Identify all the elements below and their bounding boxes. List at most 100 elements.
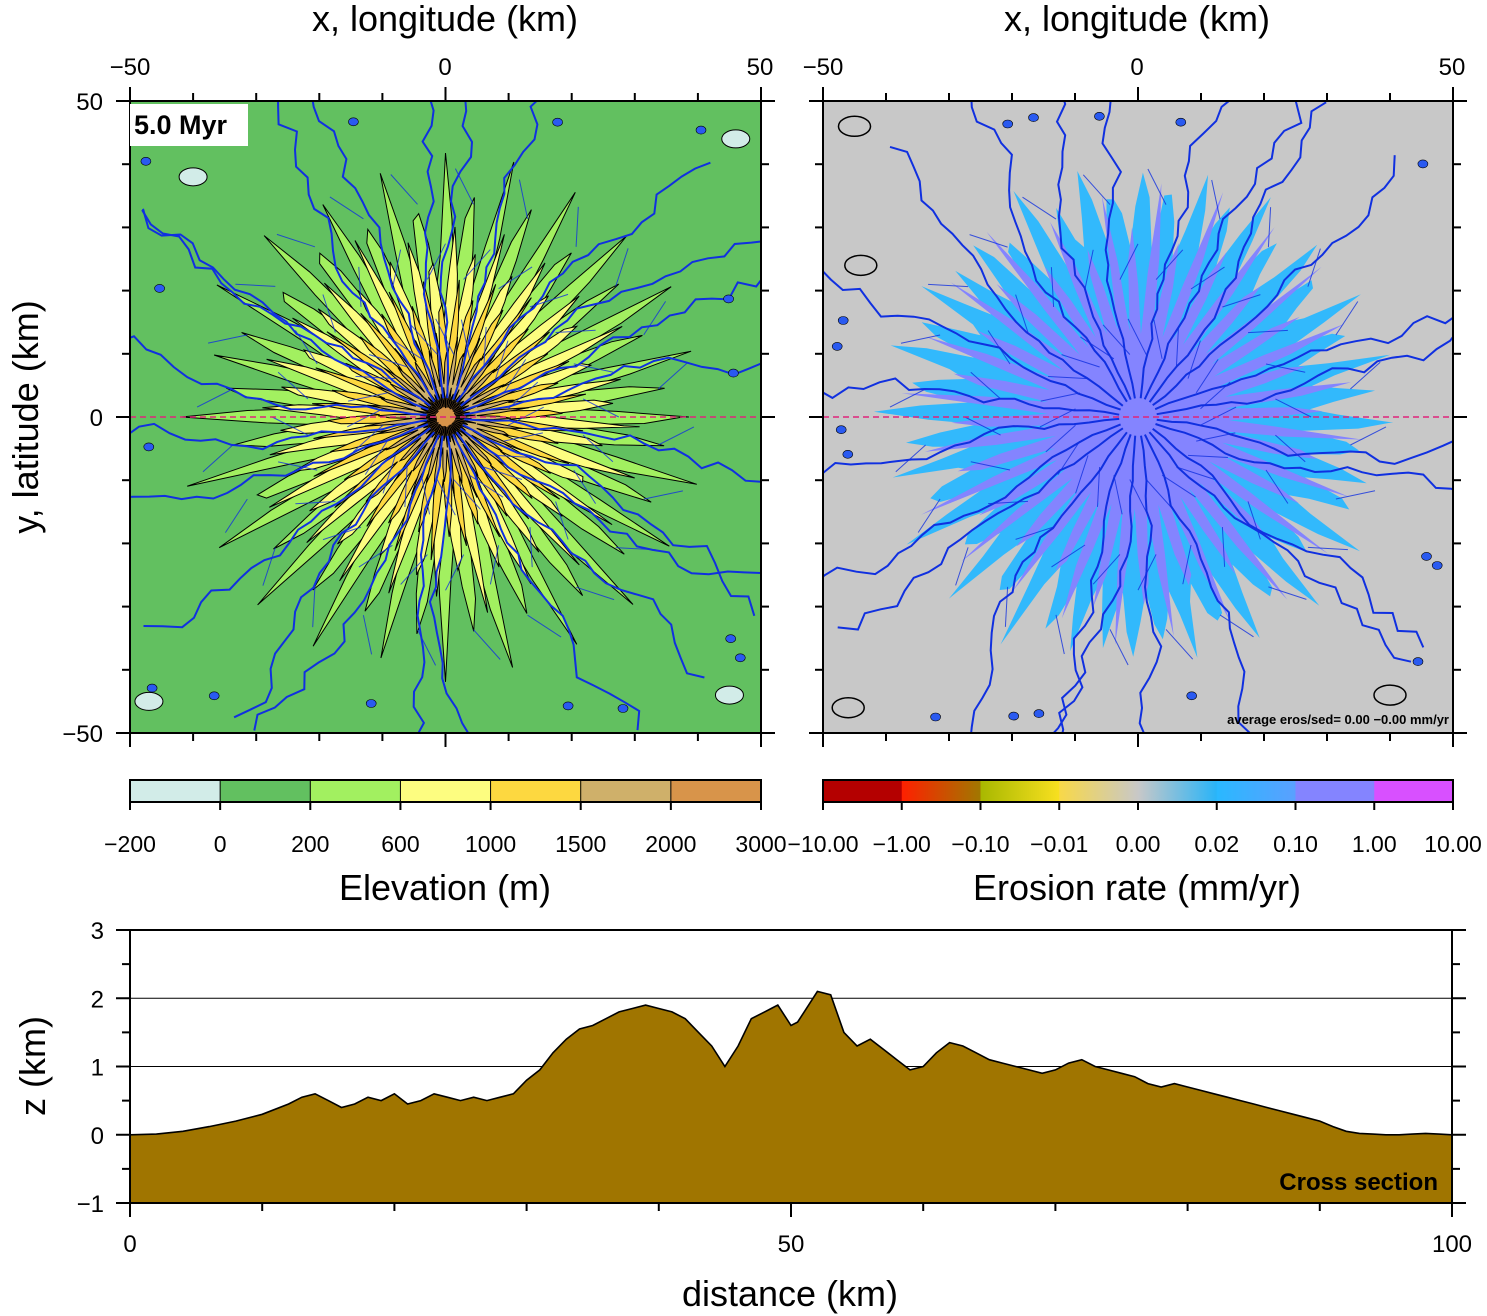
river-tributary: [1129, 479, 1149, 516]
river-tributary: [507, 406, 544, 426]
river-tributary: [1109, 629, 1129, 666]
elevation-map-xtick: 50: [747, 54, 774, 81]
river-tributary: [643, 301, 667, 336]
river-tributary: [1175, 327, 1179, 368]
elevation-map-xlabel: x, longitude (km): [312, 0, 578, 39]
river-tributary: [573, 469, 597, 504]
cross-section-profile: [130, 991, 1452, 1203]
river-tributary: [382, 455, 396, 494]
colorbar-tick-label: 200: [291, 831, 329, 857]
river-tributary: [1307, 248, 1321, 287]
time-label-box: [130, 104, 248, 146]
river-tributary: [202, 444, 234, 473]
lake-dot: [1431, 561, 1443, 570]
river-tributary: [358, 544, 393, 568]
lake-dot: [617, 704, 629, 713]
river-tributary: [1161, 474, 1196, 498]
river-tributary: [1268, 586, 1307, 600]
river-tributary: [1190, 266, 1225, 290]
river-tributary: [312, 587, 316, 628]
river-tributary: [207, 334, 248, 344]
erosion-map-annotation: average eros/sed= 0.00 −0.00 mm/yr: [1227, 712, 1449, 727]
river-tributary: [1075, 455, 1089, 494]
river-tributary: [295, 501, 336, 505]
river-tributary: [518, 179, 529, 219]
elevation-map-rivers: [130, 101, 761, 733]
river-channel: [823, 417, 1120, 475]
river-tributary: [1082, 174, 1111, 205]
river-tributary: [1097, 466, 1101, 507]
lake-dot: [365, 699, 377, 708]
cross-section-ylabel: z (km): [12, 1016, 53, 1116]
river-channel: [1154, 315, 1453, 411]
colorbar-tick-label: −1.00: [873, 831, 931, 857]
river-tributary: [277, 461, 318, 471]
colorbar-segment: [129, 779, 222, 803]
cross-section-ticks: [116, 929, 1466, 1217]
lake-dot: [208, 691, 220, 701]
river-channel: [1139, 101, 1231, 399]
river-tributary: [1127, 318, 1147, 355]
river-tributary: [987, 330, 1011, 365]
river-tributary: [1048, 376, 1089, 380]
river-channel: [141, 209, 431, 407]
river-tributary: [955, 547, 969, 586]
lake-dot: [723, 294, 734, 304]
lake-dot: [1175, 117, 1187, 127]
colorbar-segment: [1374, 780, 1454, 802]
colorbar-tick-label: 1.00: [1352, 831, 1397, 857]
erosion-deposition-contour: [1373, 684, 1407, 706]
lake-dot: [1412, 657, 1424, 666]
colorbar-segment: [980, 780, 1060, 802]
river-tributary: [1265, 469, 1289, 504]
erosion-map-xlabel: x, longitude (km): [1004, 0, 1270, 39]
river-tributary: [322, 294, 336, 333]
river-tributary: [529, 527, 533, 568]
elevation-contour-band: [413, 386, 477, 450]
colorbar-frame: [129, 779, 762, 803]
river-tributary: [453, 479, 481, 510]
river-tributary: [358, 266, 362, 307]
river-tributary: [417, 629, 437, 666]
colorbar-segment: [219, 779, 312, 803]
elevation-map-relief: [134, 129, 751, 711]
river-channel: [823, 377, 1120, 416]
river-channel: [1156, 418, 1453, 465]
colorbar-tick-label: −0.10: [951, 831, 1009, 857]
river-tributary: [900, 334, 941, 344]
lake-dot: [146, 683, 158, 693]
elevation-map-xtick: 0: [438, 54, 451, 81]
river-tributary: [436, 479, 456, 516]
river-tributary: [387, 336, 422, 360]
river-tributary: [1182, 544, 1192, 585]
river-tributary: [435, 318, 455, 355]
lake-dot: [1186, 691, 1197, 701]
river-tributary: [352, 424, 384, 453]
colorbar-segment: [309, 779, 402, 803]
elevation-map-panel: x, longitude (km) y, latitude (km) 5.0 M…: [5, 0, 775, 748]
river-tributary: [473, 629, 501, 660]
river-tributary: [391, 249, 402, 289]
colorbar-segment: [823, 780, 903, 802]
river-tributary: [489, 545, 500, 585]
river-tributary: [355, 375, 396, 380]
erosion-rate-band: [901, 183, 1366, 645]
elevation-colorbar: −200 0 200 600 1000 1500 2000 3000: [104, 779, 787, 857]
colorbar-segment: [1216, 780, 1296, 802]
cross-section-ytick: 0: [91, 1123, 104, 1150]
erosion-map-panel: x, longitude (km) average eros/sed= 0.00…: [803, 0, 1467, 747]
lake-dot: [835, 425, 847, 435]
river-tributary: [1275, 434, 1306, 463]
river-tributary: [1211, 179, 1221, 220]
river-tributary: [1039, 408, 1076, 428]
river-channel: [456, 161, 711, 403]
river-tributary: [277, 371, 309, 400]
river-tributary: [582, 398, 620, 418]
river-channel: [1052, 435, 1137, 733]
lake-dot: [140, 157, 152, 166]
river-tributary: [1267, 207, 1272, 248]
river-channel: [464, 356, 761, 416]
elevation-map-ylabel: y, latitude (km): [5, 300, 46, 533]
river-tributary: [555, 329, 596, 333]
elevation-basin-patch: [178, 167, 208, 187]
